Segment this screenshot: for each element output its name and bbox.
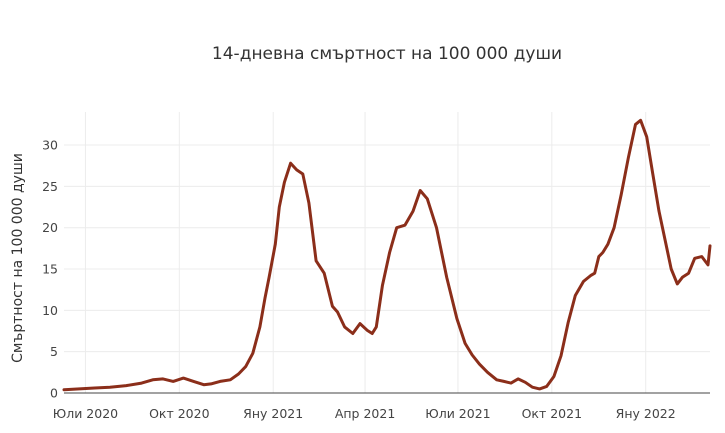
grid [64, 112, 710, 393]
x-tick-label: Окт 2021 [522, 406, 582, 421]
x-tick-label: Яну 2021 [243, 406, 303, 421]
y-tick-label: 30 [42, 138, 58, 153]
y-axis-label: Смъртност на 100 000 души [10, 153, 26, 363]
y-axis-ticks: 0 5 10 15 20 25 30 [42, 138, 58, 401]
y-tick-label: 5 [50, 344, 58, 359]
x-tick-label: Юли 2021 [425, 406, 490, 421]
x-axis-ticks: Юли 2020 Окт 2020 Яну 2021 Апр 2021 Юли 2021… [53, 406, 676, 421]
series-line [62, 118, 712, 392]
y-tick-label: 20 [42, 220, 58, 235]
y-tick-label: 25 [42, 179, 58, 194]
y-tick-label: 15 [42, 262, 58, 277]
y-tick-label: 0 [50, 386, 58, 401]
x-tick-label: Юли 2020 [53, 406, 118, 421]
chart-title: 14-дневна смъртност на 100 000 души [212, 44, 562, 64]
x-tick-label: Апр 2021 [335, 406, 395, 421]
x-tick-label: Яну 2022 [616, 406, 676, 421]
y-tick-label: 10 [42, 303, 58, 318]
x-tick-label: Окт 2020 [149, 406, 210, 421]
